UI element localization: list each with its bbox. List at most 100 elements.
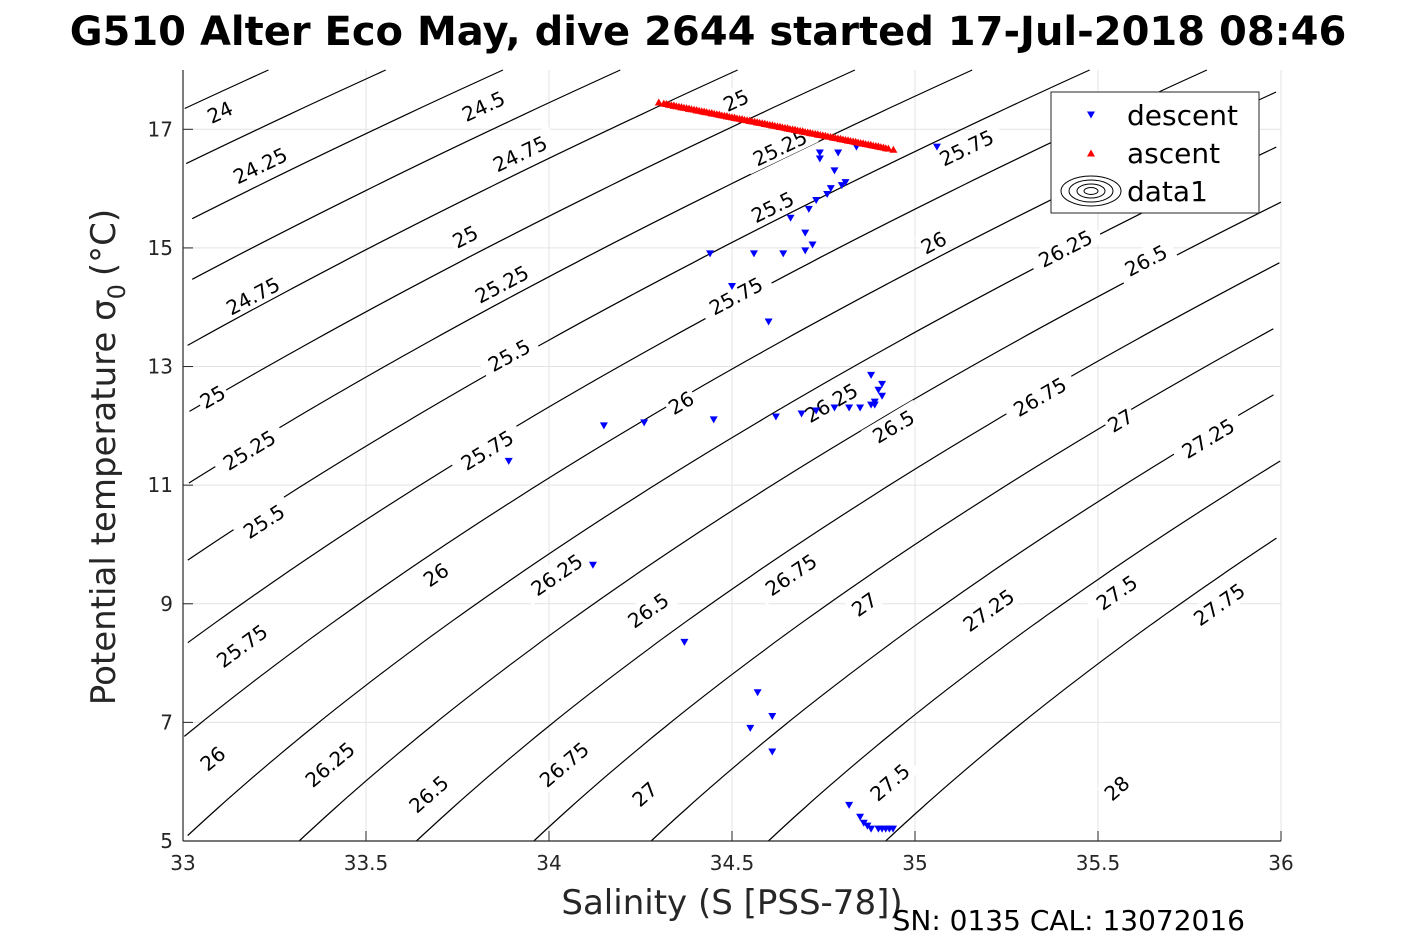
- ascent-point: [760, 119, 769, 127]
- descent-point: [867, 401, 876, 409]
- descent-point: [878, 380, 887, 388]
- descent-point: [823, 191, 832, 199]
- density-contours: [183, 69, 1282, 842]
- contour-line: [415, 262, 1280, 842]
- x-axis-ticks: 33 33.5 34 34.5 35 35.5 36: [170, 831, 1294, 875]
- contour-label-mask: [1169, 408, 1247, 468]
- y-axis-label-unit: (°C): [84, 209, 124, 276]
- descent-point: [771, 413, 780, 421]
- legend-ascent-marker: [1087, 149, 1095, 157]
- descent-point: [812, 196, 821, 204]
- ascent-point: [836, 134, 845, 142]
- ascent-point: [874, 142, 883, 150]
- descent-point: [815, 155, 824, 163]
- ascent-point: [884, 144, 893, 152]
- contour-label-mask: [927, 120, 1006, 175]
- ascent-point: [798, 127, 807, 135]
- contour-label-mask: [527, 730, 601, 798]
- descent-point: [779, 250, 788, 258]
- ascent-point: [685, 104, 694, 112]
- ascent-point: [828, 133, 837, 141]
- ascent-point: [859, 139, 868, 147]
- descent-point: [599, 422, 608, 430]
- ascent-point: [791, 125, 800, 133]
- contour-label-mask: [1000, 366, 1078, 426]
- descent-point: [874, 386, 883, 394]
- contour-line: [189, 69, 856, 412]
- contour-label-mask: [480, 125, 559, 181]
- contour-line: [298, 201, 1282, 842]
- ascent-point: [722, 112, 731, 120]
- descent-point: [746, 724, 755, 732]
- contour-label-mask: [752, 543, 829, 606]
- contour-label-mask: [220, 137, 299, 193]
- ascent-point: [775, 122, 784, 130]
- contour-label-mask: [844, 585, 883, 623]
- x-tick-label: 34: [536, 851, 561, 875]
- contour-line: [187, 69, 738, 346]
- contour-line: [191, 69, 621, 280]
- contour-label-mask: [950, 578, 1026, 642]
- contour-label-mask: [740, 182, 805, 231]
- legend-entry-label: ascent: [1127, 137, 1220, 170]
- ascent-point: [889, 145, 898, 153]
- contour-label-mask: [661, 384, 700, 421]
- descent-point: [764, 318, 773, 326]
- y-axis-label-subscript: 0: [103, 284, 131, 299]
- contour-label-mask: [416, 555, 455, 593]
- contour-label-mask: [696, 267, 775, 324]
- contour-line: [767, 460, 1281, 842]
- contour-label-mask: [448, 419, 526, 480]
- contour-line: [187, 69, 1090, 561]
- legend-contour-icon: [1060, 175, 1122, 207]
- contour-label-mask: [717, 82, 755, 117]
- chart-title: G510 Alter Eco May, dive 2644 started 17…: [70, 9, 1347, 55]
- ascent-point: [692, 106, 701, 114]
- y-axis-label-main: Potential temperature σ: [84, 299, 124, 705]
- ascent-point: [879, 143, 888, 151]
- ascent-point: [730, 113, 739, 121]
- descent-point: [845, 801, 854, 809]
- ascent-point: [707, 109, 716, 117]
- contour-label-mask: [476, 329, 541, 380]
- contour-label-mask: [624, 774, 664, 813]
- contour-label-mask: [450, 82, 516, 130]
- ascent-point: [654, 98, 663, 106]
- descent-point: [801, 247, 810, 255]
- descent-point: [878, 392, 887, 400]
- ascent-point: [821, 131, 830, 139]
- ascent-point: [783, 124, 792, 132]
- descent-point: [640, 419, 649, 427]
- x-tick-label: 33.5: [344, 851, 389, 875]
- contour-label-mask: [1026, 220, 1104, 276]
- descent-point: [867, 371, 876, 379]
- y-axis-label: Potential temperature σ0 (°C): [84, 209, 131, 705]
- ascent-point: [662, 100, 671, 108]
- y-tick-label: 7: [160, 710, 173, 734]
- contour-label-mask: [518, 543, 595, 606]
- descent-point: [753, 689, 762, 697]
- ascent-point: [851, 137, 860, 145]
- contour-label-mask: [792, 372, 870, 432]
- descent-point: [680, 638, 689, 646]
- contour-label-mask: [193, 739, 232, 777]
- y-tick-label: 17: [148, 117, 173, 141]
- descent-point: [797, 410, 806, 418]
- descent-point: [856, 813, 865, 821]
- descent-point: [932, 143, 941, 151]
- legend-contour-icon: [1076, 183, 1106, 199]
- ascent-point: [669, 101, 678, 109]
- legend-contour-icon: [1068, 179, 1114, 203]
- contour-label-mask: [446, 218, 484, 254]
- ascent-point: [700, 107, 709, 115]
- ascent-point: [753, 118, 762, 126]
- descent-point: [808, 241, 817, 249]
- contour-label-mask: [213, 267, 292, 324]
- contour-label-mask: [1084, 564, 1148, 619]
- descent-point: [728, 282, 736, 290]
- descent-point: [830, 167, 839, 175]
- descent-series: [504, 143, 941, 833]
- descent-point: [834, 149, 843, 157]
- ascent-point: [806, 128, 815, 136]
